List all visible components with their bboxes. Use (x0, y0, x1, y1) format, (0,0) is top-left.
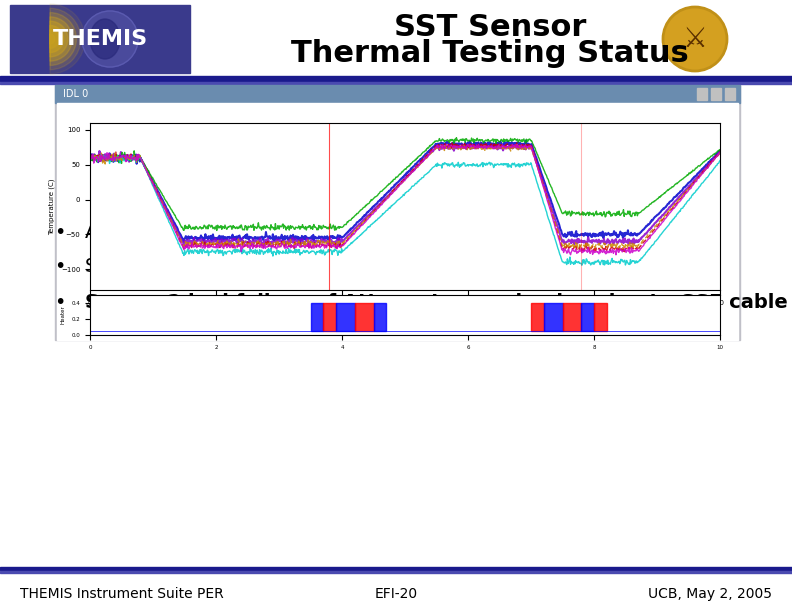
Text: Sensor 1 had no major problems: Sensor 1 had no major problems (85, 258, 404, 277)
Bar (531, 303, 543, 331)
Bar (336, 303, 355, 331)
Wedge shape (50, 4, 85, 74)
Y-axis label: Heater: Heater (61, 305, 66, 324)
Bar (0, 0, 792, 78)
Bar (0, 567, 792, 570)
Y-axis label: Temperature (C): Temperature (C) (49, 178, 55, 235)
Bar (581, 303, 594, 331)
Text: Actual profile for Sensors 01 and 02.: Actual profile for Sensors 01 and 02. (85, 223, 442, 242)
Wedge shape (50, 13, 77, 65)
Text: •: • (55, 258, 66, 277)
Bar (10, 5, 190, 73)
Wedge shape (50, 34, 55, 44)
Text: UCB, May 2, 2005: UCB, May 2, 2005 (648, 587, 772, 601)
Bar (55, 85, 740, 103)
Bar (374, 303, 386, 331)
Bar (57, 103, 738, 340)
Ellipse shape (90, 19, 120, 59)
Text: THEMIS Instrument Suite PER: THEMIS Instrument Suite PER (20, 587, 224, 601)
Wedge shape (50, 9, 81, 70)
Text: THEMIS: THEMIS (52, 29, 147, 49)
Wedge shape (50, 30, 59, 48)
Text: EFI-20: EFI-20 (375, 587, 417, 601)
Bar (0, 76, 792, 81)
Text: ⚔: ⚔ (683, 25, 707, 53)
Bar (355, 303, 374, 331)
Bar (697, 88, 707, 100)
Bar (0, 82, 792, 84)
Bar (543, 303, 562, 331)
Wedge shape (50, 26, 63, 53)
Wedge shape (50, 21, 68, 57)
Circle shape (82, 11, 138, 67)
Wedge shape (50, 17, 72, 61)
Text: IDL 0: IDL 0 (63, 89, 88, 99)
Bar (0, 571, 792, 573)
Text: •: • (55, 293, 66, 312)
Bar (55, 85, 740, 340)
Bar (323, 303, 336, 331)
Bar (594, 303, 607, 331)
Bar (310, 303, 323, 331)
Bar (711, 88, 721, 100)
Bar (562, 303, 581, 331)
Text: Thermal Testing Status: Thermal Testing Status (291, 39, 689, 67)
Circle shape (663, 7, 727, 71)
Text: •: • (55, 223, 66, 242)
Text: Sensor 2 had failure of Attenuator mechanism due to GSE cable short.: Sensor 2 had failure of Attenuator mecha… (85, 293, 792, 312)
Bar (725, 88, 735, 100)
Text: SST Sensor: SST Sensor (394, 12, 586, 42)
